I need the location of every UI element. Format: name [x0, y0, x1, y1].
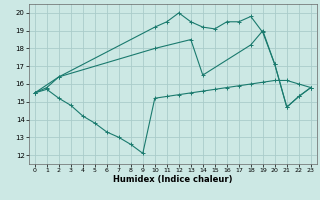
X-axis label: Humidex (Indice chaleur): Humidex (Indice chaleur)	[113, 175, 233, 184]
